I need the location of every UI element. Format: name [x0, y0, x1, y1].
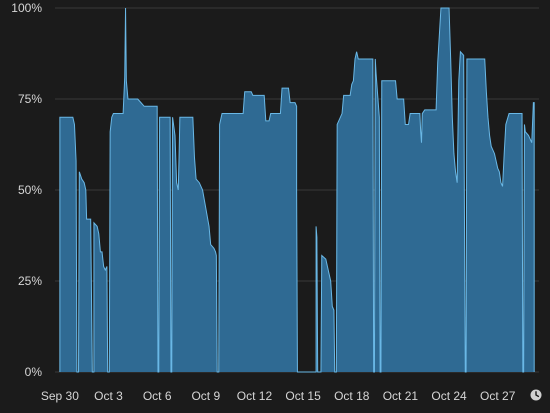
x-axis-labels: Sep 30 Oct 3 Oct 6 Oct 9 Oct 12 Oct 15 Oct 18 O…	[41, 389, 516, 403]
clock-icon[interactable]	[530, 389, 542, 401]
y-tick-label: 0%	[25, 365, 43, 379]
y-tick-label: 75%	[18, 92, 42, 106]
x-tick-label: Oct 12	[237, 389, 273, 403]
y-tick-label: 100%	[11, 1, 42, 15]
y-tick-label: 25%	[18, 274, 42, 288]
y-axis-labels: 0% 25% 50% 75% 100%	[11, 1, 42, 379]
x-tick-label: Oct 3	[94, 389, 123, 403]
x-tick-label: Oct 6	[143, 389, 172, 403]
x-tick-label: Oct 18	[334, 389, 370, 403]
x-tick-label: Oct 21	[383, 389, 419, 403]
y-tick-label: 50%	[18, 183, 42, 197]
x-tick-label: Oct 15	[285, 389, 321, 403]
series-area-fill	[59, 8, 535, 372]
x-tick-label: Sep 30	[41, 389, 79, 403]
x-tick-label: Oct 24	[431, 389, 467, 403]
series-line	[59, 7, 535, 373]
x-tick-label: Oct 9	[191, 389, 220, 403]
x-tick-label: Oct 27	[480, 389, 516, 403]
series-area	[59, 7, 535, 373]
